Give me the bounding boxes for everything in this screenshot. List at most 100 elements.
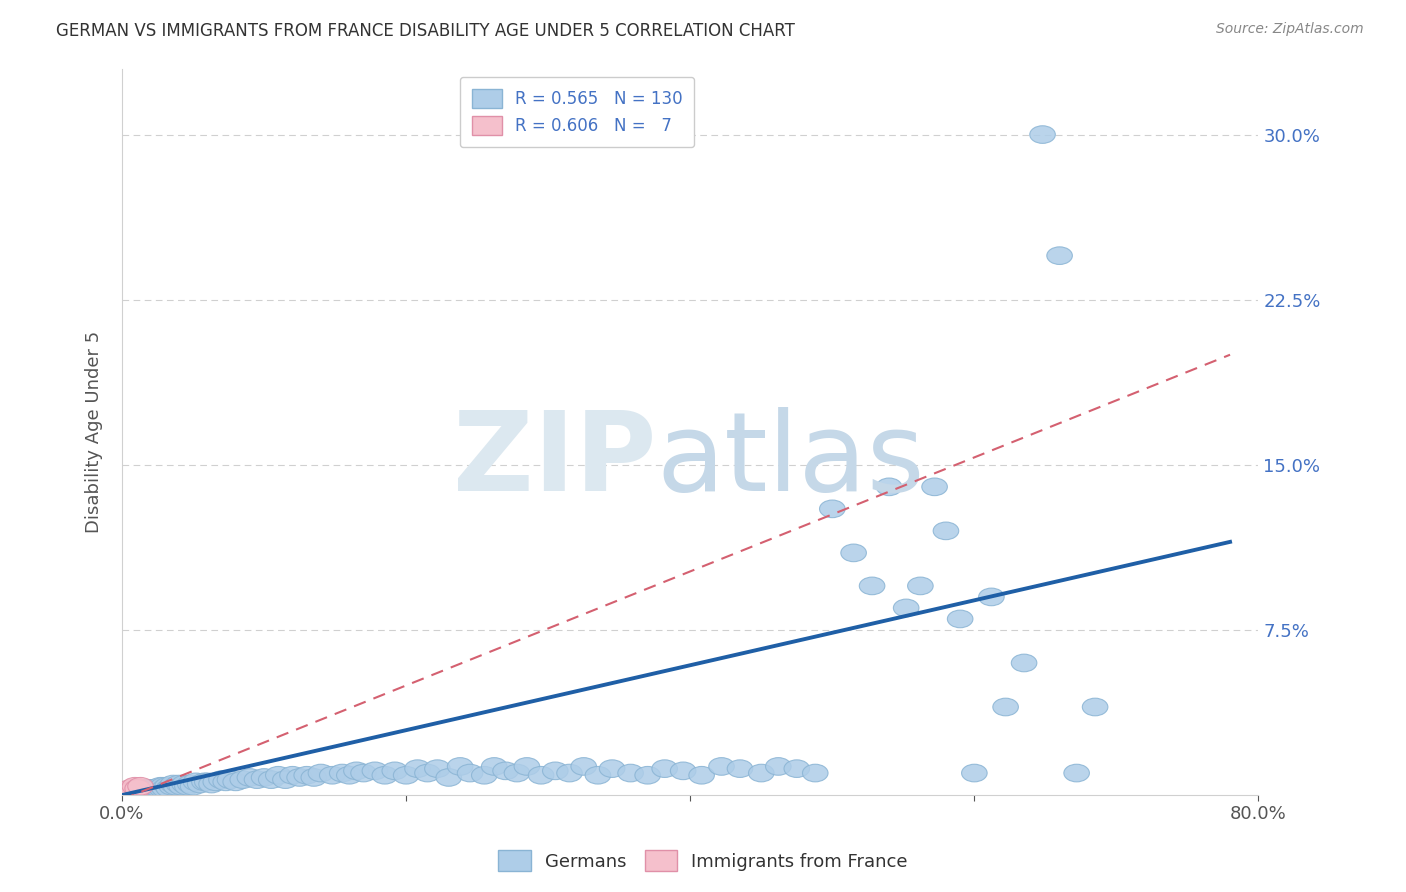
Legend: Germans, Immigrants from France: Germans, Immigrants from France [491, 843, 915, 879]
Ellipse shape [194, 773, 221, 790]
Ellipse shape [859, 577, 884, 595]
Ellipse shape [962, 764, 987, 782]
Ellipse shape [149, 780, 174, 797]
Ellipse shape [245, 771, 270, 789]
Ellipse shape [117, 782, 142, 799]
Ellipse shape [120, 782, 145, 799]
Ellipse shape [125, 784, 150, 802]
Ellipse shape [841, 544, 866, 562]
Ellipse shape [114, 784, 139, 802]
Ellipse shape [709, 757, 734, 775]
Ellipse shape [160, 775, 186, 793]
Ellipse shape [343, 762, 370, 780]
Ellipse shape [132, 782, 157, 799]
Ellipse shape [820, 500, 845, 517]
Ellipse shape [125, 782, 150, 799]
Ellipse shape [471, 766, 498, 784]
Ellipse shape [121, 784, 146, 802]
Ellipse shape [481, 757, 508, 775]
Ellipse shape [617, 764, 644, 782]
Ellipse shape [217, 771, 243, 789]
Ellipse shape [636, 766, 661, 784]
Ellipse shape [139, 780, 165, 797]
Ellipse shape [166, 775, 191, 793]
Ellipse shape [948, 610, 973, 628]
Ellipse shape [748, 764, 775, 782]
Ellipse shape [128, 782, 153, 799]
Ellipse shape [224, 773, 249, 790]
Ellipse shape [727, 760, 752, 778]
Ellipse shape [112, 784, 138, 802]
Ellipse shape [150, 778, 176, 795]
Ellipse shape [494, 762, 519, 780]
Ellipse shape [146, 780, 172, 797]
Ellipse shape [125, 780, 150, 797]
Ellipse shape [308, 764, 333, 782]
Ellipse shape [118, 784, 143, 802]
Ellipse shape [118, 782, 143, 799]
Ellipse shape [115, 782, 141, 799]
Ellipse shape [148, 778, 173, 795]
Ellipse shape [529, 766, 554, 784]
Ellipse shape [124, 784, 149, 802]
Ellipse shape [129, 782, 155, 799]
Ellipse shape [415, 764, 440, 782]
Text: GERMAN VS IMMIGRANTS FROM FRANCE DISABILITY AGE UNDER 5 CORRELATION CHART: GERMAN VS IMMIGRANTS FROM FRANCE DISABIL… [56, 22, 796, 40]
Ellipse shape [425, 760, 450, 778]
Ellipse shape [557, 764, 582, 782]
Ellipse shape [163, 778, 188, 795]
Ellipse shape [363, 762, 388, 780]
Ellipse shape [231, 771, 256, 789]
Ellipse shape [114, 784, 139, 802]
Ellipse shape [893, 599, 920, 616]
Ellipse shape [1029, 126, 1056, 144]
Ellipse shape [212, 773, 239, 790]
Ellipse shape [117, 784, 142, 802]
Ellipse shape [156, 780, 181, 797]
Ellipse shape [159, 778, 184, 795]
Ellipse shape [120, 782, 145, 799]
Ellipse shape [515, 757, 540, 775]
Ellipse shape [259, 771, 284, 789]
Text: ZIP: ZIP [453, 408, 657, 515]
Ellipse shape [934, 522, 959, 540]
Ellipse shape [1047, 247, 1073, 264]
Ellipse shape [177, 775, 202, 793]
Ellipse shape [350, 764, 377, 782]
Ellipse shape [689, 766, 714, 784]
Ellipse shape [301, 769, 326, 786]
Ellipse shape [122, 784, 148, 802]
Ellipse shape [208, 771, 235, 789]
Ellipse shape [671, 762, 696, 780]
Ellipse shape [266, 766, 291, 784]
Ellipse shape [571, 757, 596, 775]
Ellipse shape [120, 784, 145, 802]
Ellipse shape [118, 780, 143, 797]
Ellipse shape [187, 775, 212, 793]
Ellipse shape [908, 577, 934, 595]
Ellipse shape [124, 780, 149, 797]
Ellipse shape [280, 766, 305, 784]
Ellipse shape [180, 778, 205, 795]
Ellipse shape [505, 764, 530, 782]
Ellipse shape [394, 766, 419, 784]
Ellipse shape [138, 782, 163, 799]
Ellipse shape [128, 784, 153, 802]
Ellipse shape [447, 757, 472, 775]
Ellipse shape [145, 780, 170, 797]
Ellipse shape [191, 773, 217, 790]
Ellipse shape [803, 764, 828, 782]
Ellipse shape [457, 764, 482, 782]
Ellipse shape [122, 782, 148, 799]
Ellipse shape [543, 762, 568, 780]
Ellipse shape [287, 769, 312, 786]
Ellipse shape [172, 775, 197, 793]
Ellipse shape [138, 784, 163, 802]
Ellipse shape [652, 760, 678, 778]
Ellipse shape [131, 780, 156, 797]
Ellipse shape [382, 762, 408, 780]
Ellipse shape [169, 778, 194, 795]
Text: atlas: atlas [657, 408, 925, 515]
Ellipse shape [993, 698, 1018, 715]
Ellipse shape [121, 782, 146, 799]
